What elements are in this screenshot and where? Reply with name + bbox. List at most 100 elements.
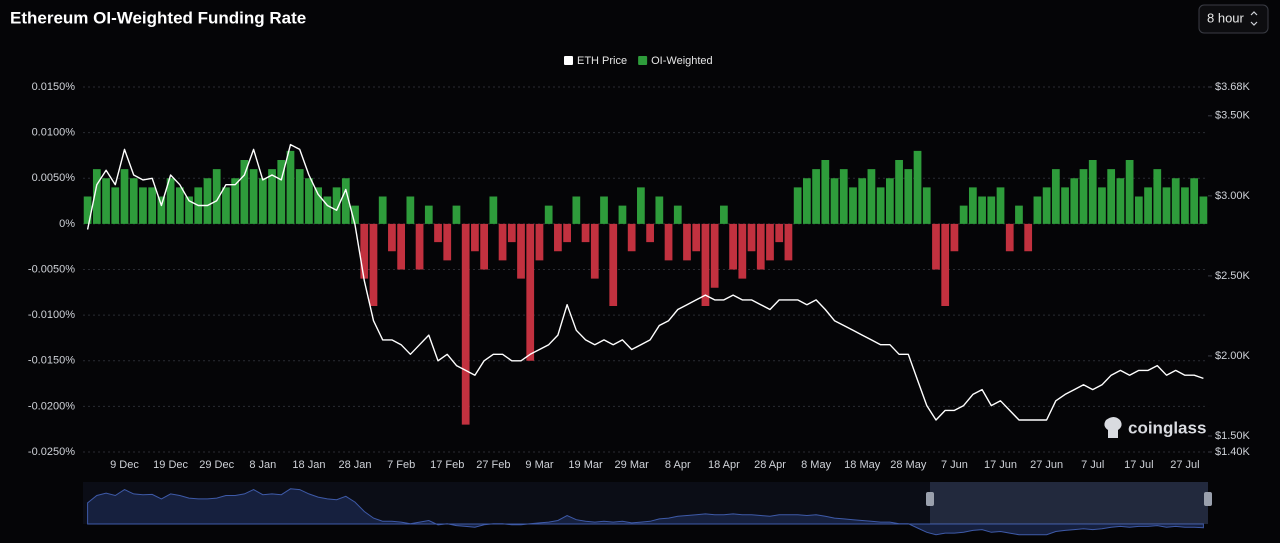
bar [452, 205, 461, 224]
x-tick-label: 28 Apr [754, 459, 786, 471]
bar [775, 223, 784, 243]
bar [369, 223, 378, 306]
y-tick-label: -0.0050% [28, 263, 75, 275]
bar [222, 187, 230, 224]
bar [581, 223, 590, 243]
bar [858, 178, 867, 224]
bar [295, 169, 304, 224]
bar [867, 169, 876, 224]
bar [784, 223, 793, 261]
bar [507, 223, 516, 243]
y-tick-label: 0.0150% [32, 81, 76, 93]
bar [876, 187, 885, 224]
x-tick-label: 7 Jun [941, 459, 968, 471]
bar [461, 223, 470, 425]
bar [950, 223, 959, 252]
bar [637, 187, 645, 224]
y2-tick-label: $3.50K [1215, 110, 1251, 122]
bar [175, 187, 184, 224]
bar [360, 223, 369, 279]
bar [397, 223, 406, 270]
bar [415, 223, 424, 270]
x-tick-label: 7 Jul [1081, 459, 1104, 471]
bar [1024, 223, 1033, 252]
x-tick-label: 17 Feb [430, 459, 464, 471]
bar [443, 223, 452, 261]
legend-swatch [564, 56, 573, 65]
y-tick-label: -0.0100% [28, 309, 75, 321]
bar [1107, 169, 1116, 224]
bar [655, 196, 664, 224]
bar [563, 223, 571, 243]
bar [821, 160, 830, 224]
bar [1181, 187, 1189, 224]
bar [692, 223, 701, 252]
y-tick-label: 0% [59, 218, 75, 230]
x-tick-label: 17 Jul [1124, 459, 1153, 471]
bar [240, 160, 249, 224]
x-tick-label: 27 Jun [1030, 459, 1063, 471]
bar [1015, 205, 1023, 224]
bar [646, 223, 654, 243]
bar [341, 178, 350, 224]
navigator-handle[interactable] [926, 492, 934, 506]
bar [268, 169, 276, 224]
watermark: coinglass [1104, 417, 1206, 438]
x-tick-label: 19 Mar [568, 459, 603, 471]
y-tick-label: -0.0250% [28, 446, 75, 458]
bar [1125, 160, 1134, 224]
bar [332, 187, 341, 224]
bar [941, 223, 950, 306]
y2-tick-label: $1.50K [1215, 430, 1251, 442]
bar [922, 187, 931, 224]
bar [572, 196, 581, 224]
bar [1070, 178, 1079, 224]
bar [203, 178, 212, 224]
bar [590, 223, 599, 279]
select-box[interactable] [1198, 4, 1269, 34]
x-tick-label: 9 Mar [525, 459, 553, 471]
bar [756, 223, 765, 270]
select-label[interactable]: 8 hour [1207, 10, 1245, 25]
bar [720, 205, 728, 224]
navigator-area [87, 488, 1204, 536]
x-tick-label: 29 Mar [615, 459, 650, 471]
bar [839, 169, 848, 224]
navigator-window [930, 482, 1208, 524]
bar [1088, 160, 1097, 224]
x-tick-label: 27 Jul [1170, 459, 1199, 471]
y2-tick-label: $3.00K [1215, 190, 1251, 202]
bar [803, 178, 811, 224]
bar-series [83, 150, 1208, 425]
bar [1042, 187, 1051, 224]
y2-tick-label: $3.68K [1215, 81, 1251, 93]
interval-select[interactable]: 8 hour [1198, 4, 1269, 34]
bar [388, 223, 396, 252]
bar [932, 223, 940, 270]
x-tick-label: 28 May [890, 459, 927, 471]
watermark-text: coinglass [1128, 418, 1206, 437]
y-tick-label: 0.0100% [32, 127, 76, 139]
y-tick-label: -0.0200% [28, 400, 75, 412]
y-tick-label: -0.0150% [28, 355, 75, 367]
x-tick-label: 9 Dec [110, 459, 139, 471]
bar [913, 150, 922, 224]
x-tick-label: 7 Feb [387, 459, 415, 471]
bar [627, 223, 636, 252]
bar [885, 178, 894, 224]
bar [1153, 169, 1162, 224]
y2-tick-label: $1.40K [1215, 446, 1251, 458]
bar [139, 187, 147, 224]
legend-swatch [638, 56, 648, 65]
bar [1190, 178, 1199, 224]
bar [701, 223, 710, 306]
bar [434, 223, 442, 243]
bar [535, 223, 544, 261]
x-tick-label: 8 May [801, 459, 831, 471]
bar [812, 169, 820, 224]
bar [120, 169, 129, 224]
navigator-handle[interactable] [1204, 492, 1212, 506]
bar [1116, 178, 1125, 224]
bar [793, 187, 802, 224]
bar [1061, 187, 1069, 224]
